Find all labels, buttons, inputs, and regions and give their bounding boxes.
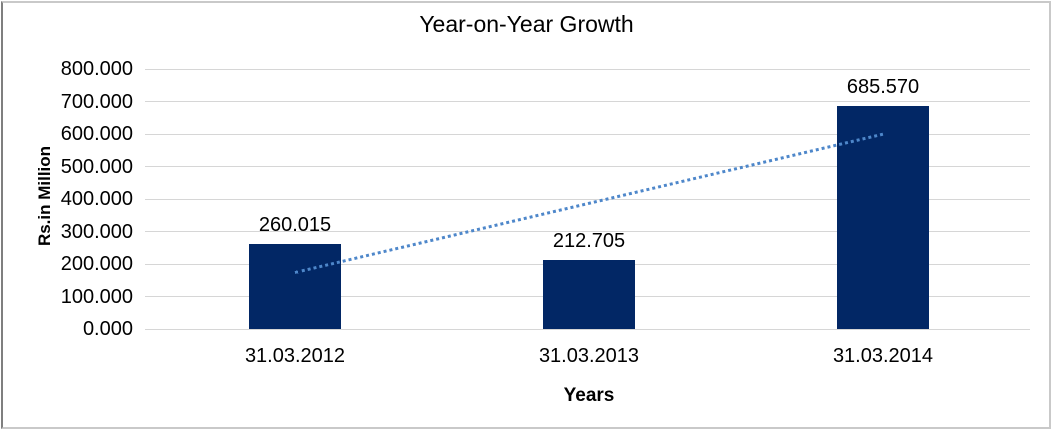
y-tick-label: 100.000 [60,285,133,308]
bar-value-label: 212.705 [552,229,626,252]
y-tick-label: 500.000 [60,155,133,178]
chart-title: Year-on-Year Growth [419,11,634,37]
y-tick-label: 200.000 [60,253,133,275]
x-axis-title: Years [563,385,615,406]
gridline [145,133,1030,135]
category-label: 31.03.2012 [244,345,346,367]
y-tick-label: 600.000 [60,123,133,145]
bar [543,259,635,329]
category-label: 31.03.2013 [538,345,640,367]
bar [249,244,341,329]
category-label: 31.03.2014 [832,345,934,367]
y-tick-label: 400.000 [60,188,133,210]
gridline [145,328,1030,330]
y-tick-label: 800.000 [60,58,133,80]
y-tick-label: 700.000 [60,90,133,113]
gridline [145,166,1030,167]
gridline [145,198,1030,200]
y-tick-label: 300.000 [60,220,133,243]
bar-value-label: 685.570 [846,76,920,99]
bar [837,106,929,329]
gridline [145,231,1030,232]
y-tick-label: 0.000 [82,318,133,340]
gridline [145,101,1030,102]
bar-value-label: 260.015 [258,214,332,237]
gridline [145,68,1030,70]
